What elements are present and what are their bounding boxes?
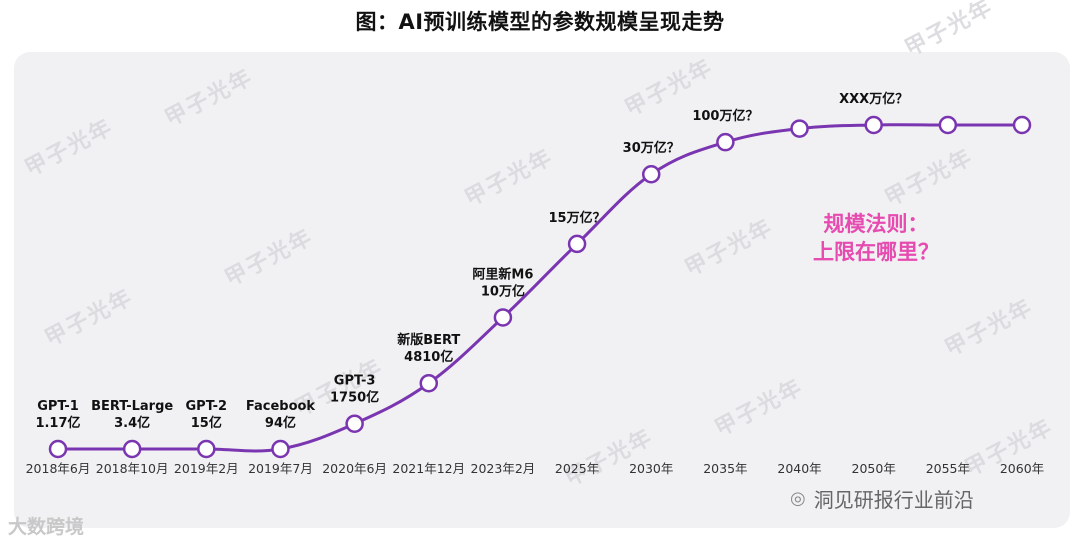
data-point	[48, 439, 68, 459]
data-point	[938, 115, 958, 135]
data-point	[345, 414, 364, 433]
data-label: 15万亿？	[549, 210, 606, 226]
data-point	[271, 439, 290, 459]
x-tick-label: 2019年2月	[174, 461, 239, 476]
footer-left-text: 大数跨境	[8, 516, 85, 538]
data-point	[567, 234, 587, 254]
data-label: GPT-3	[334, 374, 376, 389]
x-tick-label: 2025年	[555, 461, 599, 476]
data-point	[493, 308, 513, 327]
data-point	[641, 164, 661, 184]
data-point	[790, 119, 809, 138]
data-label: 100万亿？	[692, 108, 758, 124]
wechat-icon: ◎	[790, 488, 806, 509]
chart-title: 图：AI预训练模型的参数规模呈现走势	[355, 10, 725, 34]
x-tick-label: 2018年10月	[96, 461, 169, 476]
data-label: Facebook	[246, 399, 316, 414]
data-label: 4810亿	[404, 349, 453, 365]
x-tick-label: 2019年7月	[248, 461, 313, 476]
footer-wechat-credit: ◎ 洞见研报行业前沿	[790, 484, 974, 513]
data-point	[419, 373, 439, 393]
x-tick-label: 2055年	[926, 461, 970, 476]
x-tick-label: 2035年	[703, 461, 747, 476]
annotation-line-1: 规模法则：	[824, 212, 929, 236]
data-label: 30万亿？	[623, 140, 680, 156]
data-label: 1.17亿	[35, 415, 80, 431]
data-label: 阿里新M6	[472, 266, 533, 282]
footer-source-logo: 大数跨境	[8, 512, 84, 539]
annotation-line-2: 上限在哪里？	[813, 240, 939, 264]
x-tick-label: 2018年6月	[26, 461, 91, 476]
x-tick-label: 2060年	[1000, 461, 1044, 476]
data-label: 新版BERT	[397, 332, 460, 348]
data-label: BERT-Large	[91, 399, 173, 414]
x-tick-label: 2040年	[777, 461, 821, 476]
x-tick-label: 2030年	[629, 461, 673, 476]
data-label: 10万亿	[481, 283, 525, 299]
x-tick-label: 2020年6月	[322, 461, 387, 476]
data-label: XXX万亿？	[839, 91, 908, 107]
footer-right-text: 洞见研报行业前沿	[813, 488, 974, 512]
data-point	[716, 132, 735, 152]
x-tick-label: 2021年12月	[392, 461, 465, 476]
data-point	[197, 439, 216, 459]
series-line	[58, 123, 1022, 453]
data-point	[122, 439, 142, 459]
data-point	[864, 115, 883, 135]
data-label: 15亿	[191, 415, 222, 431]
data-label: GPT-2	[186, 399, 228, 414]
data-point	[1012, 115, 1032, 135]
x-tick-label: 2023年2月	[471, 461, 536, 476]
data-label: 1750亿	[330, 390, 379, 406]
data-label: 94亿	[265, 415, 296, 431]
x-tick-label: 2050年	[852, 461, 896, 476]
data-label: 3.4亿	[114, 415, 150, 431]
data-label: GPT-1	[37, 399, 79, 414]
